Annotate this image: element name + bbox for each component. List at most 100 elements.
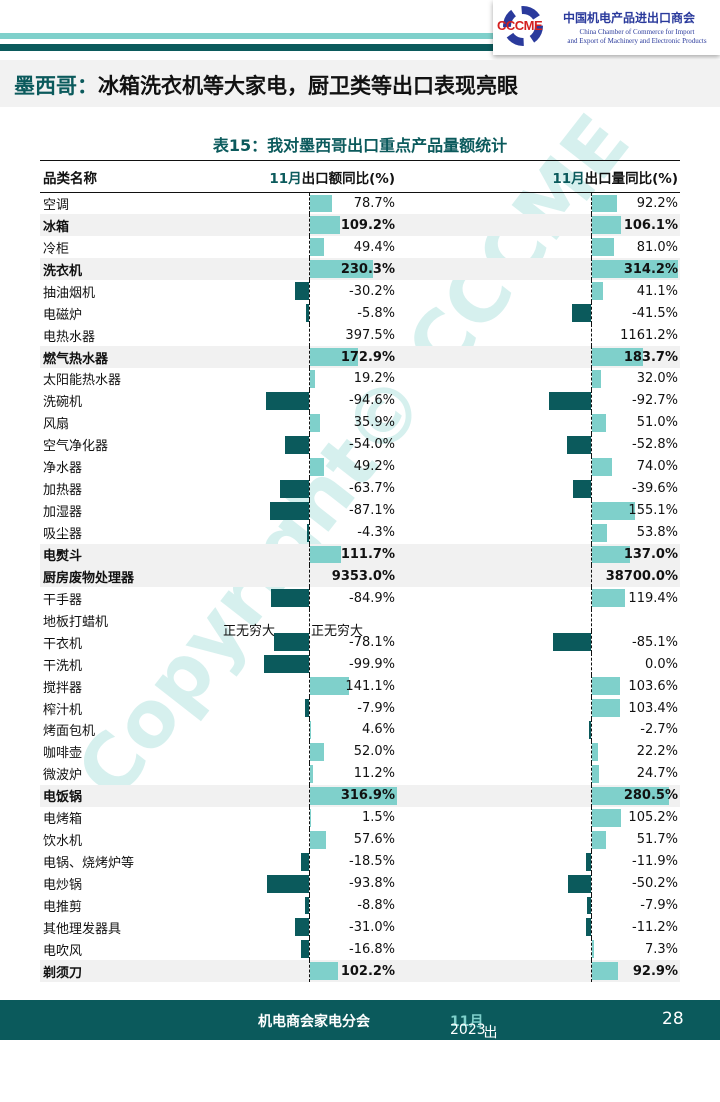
value-yoy-cell: -7.9% xyxy=(180,697,397,719)
volume-yoy-cell: 280.5% xyxy=(397,785,680,807)
positive-bar xyxy=(592,743,598,761)
value-text: 81.0% xyxy=(637,240,678,255)
positive-bar xyxy=(310,743,324,761)
value-text: -7.9% xyxy=(640,898,678,913)
table-row: 电吹风-16.8%7.3% xyxy=(40,938,680,960)
volume-yoy-cell: -11.2% xyxy=(397,916,680,938)
positive-bar xyxy=(592,216,621,234)
value-text: 52.0% xyxy=(354,744,395,759)
positive-bar xyxy=(310,677,349,695)
bar-axis xyxy=(309,916,310,938)
value-text: 49.2% xyxy=(354,459,395,474)
category-name: 厨房废物处理器 xyxy=(40,565,180,587)
value-text: 280.5% xyxy=(624,788,678,803)
volume-yoy-cell: 103.6% xyxy=(397,675,680,697)
volume-yoy-cell: 92.2% xyxy=(397,193,680,215)
table-row: 干衣机-78.1%-85.1% xyxy=(40,631,680,653)
value-text: -78.1% xyxy=(349,635,395,650)
value-text: 316.9% xyxy=(341,788,395,803)
table-row: 电推剪-8.8%-7.9% xyxy=(40,895,680,917)
value-text: 172.9% xyxy=(341,350,395,365)
positive-bar xyxy=(310,458,324,476)
logo-mark: CCCME xyxy=(497,18,542,33)
value-text: -85.1% xyxy=(632,635,678,650)
bar-axis xyxy=(591,434,592,456)
table-row: 地板打蜡机正无穷大正无穷大 xyxy=(40,609,680,631)
bar-axis xyxy=(309,587,310,609)
volume-yoy-cell: 137.0% xyxy=(397,544,680,566)
value-text: 103.6% xyxy=(628,679,678,694)
category-name: 电磁炉 xyxy=(40,302,180,324)
volume-yoy-cell: -85.1% xyxy=(397,631,680,653)
value-text: 0.0% xyxy=(645,657,678,672)
value-yoy-cell: -78.1% xyxy=(180,631,397,653)
value-text: -18.5% xyxy=(349,854,395,869)
value-yoy-cell: -99.9% xyxy=(180,653,397,675)
volume-yoy-cell: 1161.2% xyxy=(397,324,680,346)
value-text: 32.0% xyxy=(637,371,678,386)
category-name: 电吹风 xyxy=(40,938,180,960)
table-row: 电锅、烧烤炉等-18.5%-11.9% xyxy=(40,851,680,873)
volume-yoy-cell: -92.7% xyxy=(397,390,680,412)
volume-yoy-cell: 22.2% xyxy=(397,741,680,763)
value-text: -93.8% xyxy=(349,876,395,891)
negative-bar xyxy=(274,633,309,651)
positive-bar xyxy=(310,962,338,980)
negative-bar xyxy=(271,589,309,607)
header-band-dark xyxy=(0,44,500,51)
positive-bar xyxy=(310,195,332,212)
negative-bar xyxy=(270,502,309,520)
bar-axis xyxy=(309,500,310,522)
value-yoy-cell: -87.1% xyxy=(180,500,397,522)
page-title: 墨西哥：冰箱洗衣机等大家电，厨卫类等出口表现亮眼 xyxy=(14,70,518,100)
volume-yoy-cell: 正无穷大 xyxy=(397,609,680,631)
negative-bar xyxy=(301,940,309,958)
volume-yoy-cell: -11.9% xyxy=(397,851,680,873)
value-yoy-cell: 4.6% xyxy=(180,719,397,741)
positive-bar xyxy=(592,765,599,783)
volume-yoy-cell: -41.5% xyxy=(397,302,680,324)
value-text: 137.0% xyxy=(624,547,678,562)
value-text: -31.0% xyxy=(349,920,395,935)
value-text: 4.6% xyxy=(362,722,395,737)
category-name: 吸尘器 xyxy=(40,522,180,544)
value-text: -52.8% xyxy=(632,437,678,452)
value-yoy-cell: -4.3% xyxy=(180,522,397,544)
value-yoy-cell: -8.8% xyxy=(180,895,397,917)
volume-yoy-cell: 92.9% xyxy=(397,960,680,982)
value-text: -63.7% xyxy=(349,481,395,496)
category-name: 其他理发器具 xyxy=(40,916,180,938)
value-yoy-cell: -63.7% xyxy=(180,478,397,500)
positive-bar xyxy=(592,677,620,695)
value-yoy-cell: 230.3% xyxy=(180,258,397,280)
volume-yoy-cell: 32.0% xyxy=(397,368,680,390)
value-text: 22.2% xyxy=(637,744,678,759)
table-row: 干手器-84.9%119.4% xyxy=(40,587,680,609)
bar-axis xyxy=(591,478,592,500)
bar-axis xyxy=(309,565,310,587)
value-text: -94.6% xyxy=(349,393,395,408)
value-text: 1.5% xyxy=(362,810,395,825)
value-text: 109.2% xyxy=(341,218,395,233)
category-name: 烤面包机 xyxy=(40,719,180,741)
bar-axis xyxy=(591,653,592,675)
infinite-label: 正无穷大 xyxy=(223,620,275,639)
volume-yoy-cell: 105.2% xyxy=(397,807,680,829)
positive-bar xyxy=(310,721,311,739)
category-name: 洗碗机 xyxy=(40,390,180,412)
category-name: 剃须刀 xyxy=(40,960,180,982)
positive-bar xyxy=(592,589,625,607)
page-number: 28 xyxy=(662,1009,684,1029)
negative-bar xyxy=(306,304,309,322)
positive-bar xyxy=(310,831,326,849)
table-row: 电磁炉-5.8%-41.5% xyxy=(40,302,680,324)
positive-bar xyxy=(592,524,607,542)
positive-bar xyxy=(310,546,341,564)
value-text: 24.7% xyxy=(637,766,678,781)
volume-yoy-cell: -50.2% xyxy=(397,873,680,895)
value-text: -92.7% xyxy=(632,393,678,408)
